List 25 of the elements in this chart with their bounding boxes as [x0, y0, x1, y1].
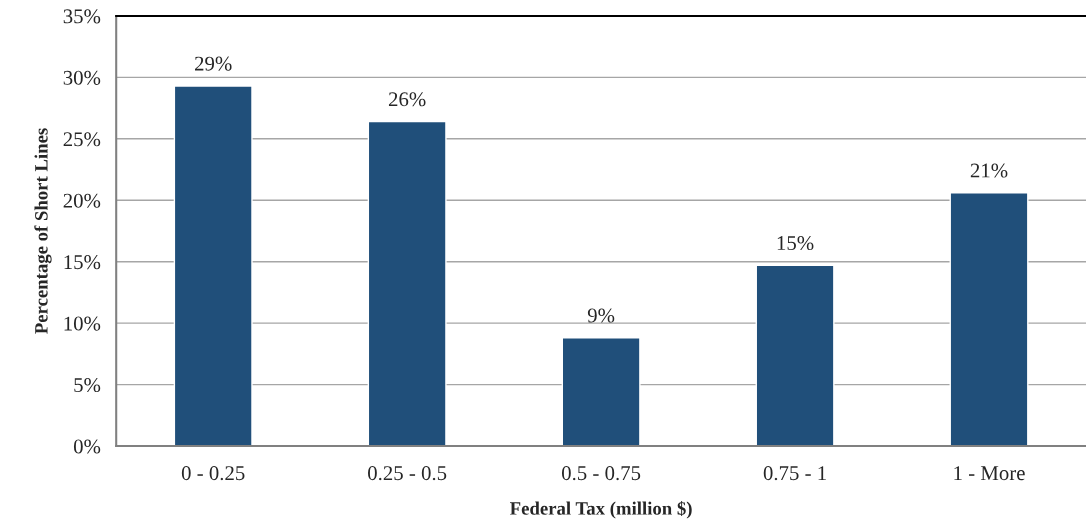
y-tick-label: 30% [63, 70, 101, 85]
x-tick-label: 0.25 - 0.5 [368, 466, 447, 481]
y-tick-label: 25% [63, 132, 101, 147]
x-tick-label: 1 - More [954, 466, 1025, 481]
bar [367, 120, 447, 447]
x-axis-title: Federal Tax (million $) [510, 501, 692, 519]
x-tick-label: 0.75 - 1 [763, 466, 826, 481]
x-tick-label: 0.5 - 0.75 [561, 466, 641, 481]
bar [173, 85, 253, 447]
bar [949, 192, 1029, 447]
y-tick-label: 35% [63, 9, 101, 24]
y-tick-label: 10% [64, 316, 101, 331]
bar [561, 337, 641, 447]
data-label: 26% [388, 92, 426, 107]
x-tick-label: 0 - 0.25 [181, 466, 245, 481]
y-tick-label: 0% [73, 439, 101, 454]
bar [755, 264, 835, 447]
y-tick-label: 20% [63, 193, 101, 208]
data-label: 9% [587, 308, 615, 323]
data-label: 29% [195, 56, 232, 71]
data-label: 21% [970, 163, 1008, 178]
y-tick-label: 15% [64, 255, 101, 270]
y-axis-title: Percentage of Short Lines [34, 128, 52, 334]
data-label: 15% [777, 235, 814, 251]
y-tick-label: 5% [74, 377, 101, 393]
